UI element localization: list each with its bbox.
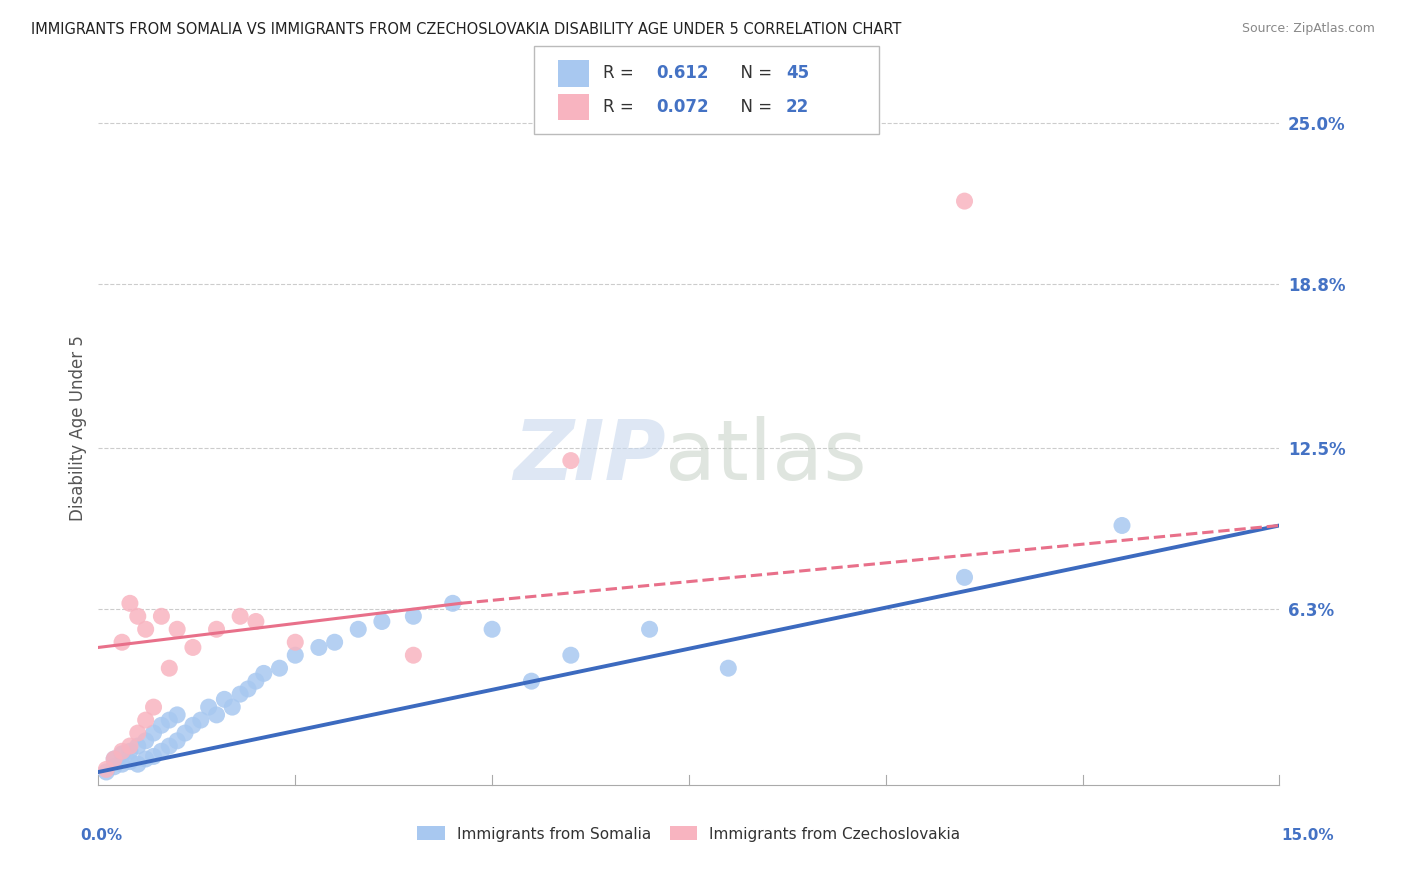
Point: [481, 622, 503, 636]
Point: [205, 707, 228, 722]
Text: 22: 22: [786, 98, 810, 116]
Point: [103, 752, 125, 766]
Point: [142, 726, 165, 740]
Legend: Immigrants from Somalia, Immigrants from Czechoslovakia: Immigrants from Somalia, Immigrants from…: [418, 827, 960, 841]
Point: [284, 635, 307, 649]
Point: [135, 752, 157, 766]
Point: [127, 726, 149, 740]
Point: [402, 609, 425, 624]
Point: [157, 661, 180, 675]
Point: [135, 713, 157, 727]
Point: [229, 609, 252, 624]
Point: [127, 739, 149, 753]
Text: 0.072: 0.072: [657, 98, 709, 116]
Text: 0.0%: 0.0%: [80, 828, 122, 843]
Text: 45: 45: [786, 64, 808, 82]
Point: [253, 666, 276, 681]
Point: [166, 707, 188, 722]
Point: [347, 622, 370, 636]
Point: [118, 596, 141, 610]
Point: [135, 734, 157, 748]
Point: [150, 718, 173, 732]
Point: [520, 674, 543, 689]
Point: [308, 640, 330, 655]
Text: Source: ZipAtlas.com: Source: ZipAtlas.com: [1241, 22, 1375, 36]
Point: [441, 596, 464, 610]
Point: [135, 622, 157, 636]
Point: [221, 700, 243, 714]
Text: N =: N =: [730, 64, 778, 82]
Point: [111, 635, 134, 649]
Point: [142, 749, 165, 764]
Point: [1111, 518, 1133, 533]
Point: [181, 640, 204, 655]
Point: [103, 760, 125, 774]
Point: [118, 739, 141, 753]
Text: ZIP: ZIP: [513, 417, 665, 497]
Point: [402, 648, 425, 663]
Text: R =: R =: [603, 98, 640, 116]
Text: R =: R =: [603, 64, 640, 82]
Point: [205, 622, 228, 636]
Point: [127, 609, 149, 624]
Point: [174, 726, 197, 740]
Point: [245, 674, 267, 689]
Text: 15.0%: 15.0%: [1281, 828, 1334, 843]
Point: [118, 744, 141, 758]
Point: [96, 764, 118, 779]
Point: [118, 755, 141, 769]
Point: [111, 747, 134, 761]
Point: [638, 622, 661, 636]
Point: [127, 757, 149, 772]
Point: [560, 648, 582, 663]
Point: [142, 700, 165, 714]
Point: [103, 752, 125, 766]
Point: [197, 700, 219, 714]
Point: [717, 661, 740, 675]
Point: [181, 718, 204, 732]
Point: [953, 194, 976, 208]
Point: [166, 734, 188, 748]
Point: [236, 681, 259, 696]
Text: IMMIGRANTS FROM SOMALIA VS IMMIGRANTS FROM CZECHOSLOVAKIA DISABILITY AGE UNDER 5: IMMIGRANTS FROM SOMALIA VS IMMIGRANTS FR…: [31, 22, 901, 37]
Text: atlas: atlas: [665, 417, 868, 497]
Point: [166, 622, 188, 636]
Point: [284, 648, 307, 663]
Point: [150, 744, 173, 758]
Point: [111, 757, 134, 772]
Point: [323, 635, 346, 649]
Point: [245, 615, 267, 629]
Point: [214, 692, 236, 706]
Point: [229, 687, 252, 701]
Point: [150, 609, 173, 624]
Text: N =: N =: [730, 98, 778, 116]
Point: [190, 713, 212, 727]
Point: [953, 570, 976, 584]
Point: [96, 763, 118, 777]
Point: [111, 744, 134, 758]
Text: 0.612: 0.612: [657, 64, 709, 82]
Point: [371, 615, 394, 629]
Point: [269, 661, 291, 675]
Y-axis label: Disability Age Under 5: Disability Age Under 5: [69, 335, 87, 521]
Point: [157, 739, 180, 753]
Point: [157, 713, 180, 727]
Point: [560, 453, 582, 467]
